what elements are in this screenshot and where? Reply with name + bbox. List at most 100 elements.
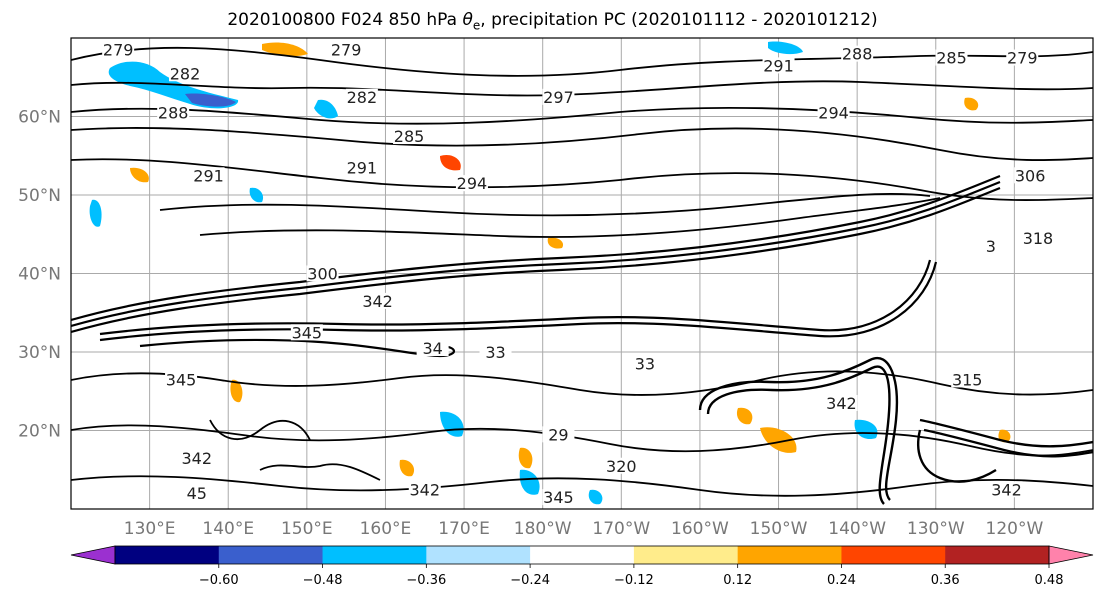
theta-e-contour <box>698 356 898 501</box>
precip-negative-area <box>854 419 878 440</box>
precip-negative-core <box>185 93 236 107</box>
precip-negative-area <box>768 41 803 55</box>
contour-label-background <box>290 324 323 341</box>
contour-label-background <box>408 481 441 498</box>
contour-label: 279 <box>1007 49 1038 68</box>
contour-label-background <box>1006 49 1039 66</box>
contour-label: 294 <box>818 104 849 123</box>
colorbar-extend-low <box>70 545 116 565</box>
contour-label: 342 <box>826 394 857 413</box>
theta-e-contour <box>259 463 381 481</box>
graticule <box>71 38 1093 509</box>
contour-label-background <box>951 371 984 388</box>
contour-label-background <box>330 41 363 58</box>
contour-label-background <box>542 88 575 105</box>
contour-label-background <box>762 57 795 74</box>
contour-label: 45 <box>187 484 207 503</box>
contour-label: 285 <box>394 127 425 146</box>
theta-e-contour <box>209 419 311 441</box>
map-title: 2020100800 F024 850 hPa θe, precipitatio… <box>227 10 878 33</box>
contour-label-background <box>180 449 213 466</box>
contour-label: 306 <box>1015 166 1046 185</box>
theta-e-contour <box>99 259 932 336</box>
theta-e-contour <box>99 261 938 342</box>
colorbar-tick-label: −0.48 <box>303 573 343 588</box>
contour-label-background <box>168 65 201 82</box>
latitude-label: 40°N <box>18 265 61 285</box>
precip-positive-area <box>547 237 564 249</box>
contour-label: 294 <box>457 174 488 193</box>
contour-label-background <box>817 104 850 121</box>
theta-e-contour <box>199 197 941 238</box>
contour-label-background <box>841 45 874 62</box>
contour-label: 342 <box>409 480 440 499</box>
contour-label-background <box>455 175 488 192</box>
colorbar-segment <box>633 546 739 564</box>
map-border <box>70 37 1094 510</box>
theta-e-contour <box>159 193 931 217</box>
colorbar-frame <box>114 545 1050 565</box>
longitude-labels: 130°E 140°E 150°E 160°E 170°E 180°W 170°W 160°W… <box>124 519 1044 539</box>
contour-label-background <box>192 167 225 184</box>
contour-label: 288 <box>842 45 873 64</box>
precip-positive-area <box>964 97 979 111</box>
colorbar-tick-label: 0.36 <box>931 573 960 588</box>
contour-label-background <box>990 481 1023 498</box>
longitude-label: 170°W <box>592 519 650 539</box>
tropical-front-bundle <box>698 356 1093 505</box>
contour-label-background <box>935 49 968 66</box>
theta-e-contour <box>706 365 891 505</box>
colorbar-segment <box>530 546 635 564</box>
precip-positive-area <box>440 154 461 171</box>
contour-label: 291 <box>193 166 224 185</box>
theta-e-contour <box>71 186 1001 334</box>
colorbar-segment <box>737 546 842 564</box>
contour-label: 318 <box>1023 229 1054 248</box>
contour-label: 33 <box>485 343 505 362</box>
latitude-label: 30°N <box>18 343 61 363</box>
longitude-label: 160°E <box>360 519 412 539</box>
contour-label-background <box>165 371 198 388</box>
theta-e-contour <box>71 370 1093 396</box>
theta-e-contour <box>71 475 1093 497</box>
longitude-label: 170°E <box>438 519 490 539</box>
latitude-label: 60°N <box>18 108 61 128</box>
theta-e-contour <box>919 418 1093 448</box>
longitude-label: 130°E <box>124 519 176 539</box>
colorbar-segment <box>426 546 531 564</box>
longitude-label: 140°W <box>828 519 886 539</box>
colorbar-segment <box>841 546 946 564</box>
jet-front-bundle <box>71 174 1001 358</box>
colorbar-tick-label: 0.12 <box>723 573 752 588</box>
colorbar-segment <box>115 546 220 564</box>
contour-label-background <box>345 159 378 176</box>
contour-label-background <box>102 41 135 58</box>
longitude-label: 130°W <box>907 519 965 539</box>
theta-e-contour <box>923 428 1093 458</box>
contour-label-background <box>542 426 575 443</box>
colorbar-tick-label: −0.24 <box>510 573 550 588</box>
contour-label-background <box>542 489 575 506</box>
contour-label-background <box>393 128 426 145</box>
colorbar-extend-high <box>1048 545 1094 565</box>
longitude-label: 140°E <box>202 519 254 539</box>
contour-label-background <box>479 343 512 360</box>
precip-negative-area <box>89 199 102 227</box>
contour-label-background <box>157 104 190 121</box>
precip-negative-area <box>314 99 338 119</box>
contour-label-background <box>825 394 858 411</box>
theta-e-contour <box>71 180 1001 328</box>
colorbar-tick-label: −0.36 <box>406 573 446 588</box>
latitude-label: 20°N <box>18 422 61 442</box>
precip-positive-area <box>518 447 533 469</box>
colorbar-segment <box>218 546 324 564</box>
colorbar: −0.60 −0.48 −0.36 −0.24 −0.12 0.12 0.24 0.36 0.4… <box>70 545 1094 588</box>
contour-label: 342 <box>362 292 393 311</box>
contour-labels: 279 282 279 288 282 285 291 291 294 297 291 288 285 2… <box>102 41 1054 507</box>
contour-label-background <box>306 265 339 282</box>
contour-label-background <box>628 355 661 372</box>
longitude-label: 150°W <box>750 519 808 539</box>
contour-label: 342 <box>991 480 1022 499</box>
colorbar-tick-label: 0.48 <box>1035 573 1064 588</box>
